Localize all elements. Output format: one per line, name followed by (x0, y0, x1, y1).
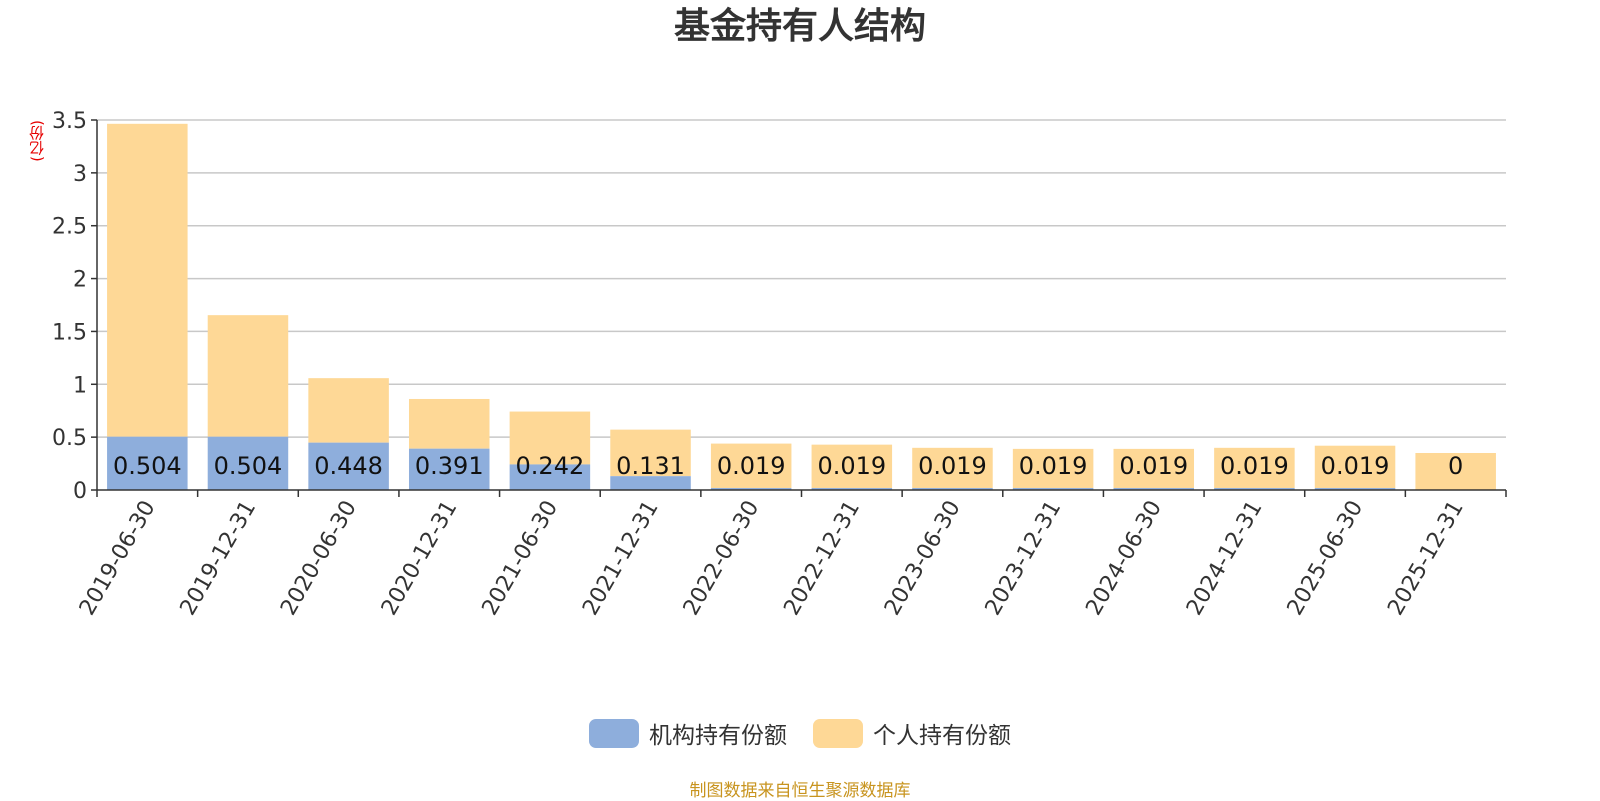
data-label-2021-06-30: 0.242 (516, 452, 585, 480)
x-tick-label-2023-12-31: 2023-12-31 (981, 497, 1067, 620)
x-tick-label-2025-12-31: 2025-12-31 (1383, 497, 1469, 620)
x-tick-label-2025-06-30: 2025-06-30 (1283, 497, 1369, 620)
data-labels: 0.504 0.504 0.448 0.391 0.242 0.131 0.019 0.019… (113, 452, 1463, 480)
chart-title: 基金持有人结构 (673, 6, 926, 47)
bar-individual-2019-12-31 (207, 315, 289, 437)
data-label-2021-12-31: 0.131 (616, 452, 685, 480)
x-tick-label-2024-06-30: 2024-06-30 (1081, 497, 1167, 620)
data-label-2020-06-30: 0.448 (314, 452, 383, 480)
data-label-2023-06-30: 0.019 (918, 452, 987, 480)
data-label-2024-12-31: 0.019 (1220, 452, 1289, 480)
x-tick-label-2022-12-31: 2022-12-31 (779, 497, 865, 620)
bar-individual-2024-06-30 (1113, 448, 1195, 488)
legend-label-individual: 个人持有份额 (873, 723, 1011, 749)
y-tick-label: 2.5 (52, 215, 87, 240)
data-label-2024-06-30: 0.019 (1119, 452, 1188, 480)
bar-institution-2024-06-30 (1113, 487, 1195, 490)
x-tick-label-2022-06-30: 2022-06-30 (679, 497, 765, 620)
bar-individual-2023-12-31 (1012, 448, 1094, 488)
bar-individual-2020-06-30 (308, 378, 389, 443)
bar-individual-2024-12-31 (1214, 447, 1295, 488)
x-tick-label-2020-06-30: 2020-06-30 (276, 497, 362, 620)
y-tick-label: 0 (73, 479, 87, 504)
x-tick-label-2023-06-30: 2023-06-30 (880, 497, 966, 620)
y-tick-label: 2 (73, 268, 87, 293)
bar-institution-2021-12-31 (610, 476, 691, 490)
bar-individual-2025-06-30 (1314, 445, 1396, 488)
data-label-2025-06-30: 0.019 (1321, 452, 1390, 480)
bar-individual-2019-06-30 (107, 123, 188, 437)
bar-institution-2025-06-30 (1314, 487, 1396, 490)
bar-individual-2023-06-30 (912, 447, 993, 488)
y-tick-label: 3.5 (52, 109, 87, 134)
bar-individual-2022-12-31 (811, 444, 893, 488)
bars (107, 123, 1496, 490)
y-tick-label: 1 (73, 373, 87, 398)
data-source-note: 制图数据来自恒生聚源数据库 (689, 781, 911, 801)
y-tick-label: 0.5 (52, 426, 87, 451)
bar-institution-2019-12-31 (207, 436, 289, 490)
x-tick-label-2020-12-31: 2020-12-31 (377, 497, 463, 620)
bar-institution-2021-06-30 (509, 464, 591, 490)
legend: 机构持有份额 个人持有份额 (0, 716, 1600, 750)
legend-swatch-individual (813, 718, 863, 748)
bar-institution-2023-06-30 (912, 487, 993, 490)
y-tick-label: 1.5 (52, 320, 87, 345)
legend-item-institution[interactable]: 机构持有份额 (589, 716, 787, 750)
x-tick-label-2024-12-31: 2024-12-31 (1182, 497, 1268, 620)
data-label-2019-06-30: 0.504 (113, 452, 182, 480)
x-tick-label-2021-12-31: 2021-12-31 (578, 497, 664, 620)
x-tick-label-2019-12-31: 2019-12-31 (176, 497, 262, 620)
data-label-2020-12-31: 0.391 (415, 452, 484, 480)
data-label-2019-12-31: 0.504 (214, 452, 283, 480)
data-label-2022-06-30: 0.019 (717, 452, 786, 480)
bar-institution-2023-12-31 (1012, 487, 1094, 490)
data-label-2023-12-31: 0.019 (1019, 452, 1088, 480)
y-tick-label: 3 (73, 162, 87, 187)
data-label-2022-12-31: 0.019 (817, 452, 886, 480)
bar-individual-2021-12-31 (610, 429, 691, 477)
x-tick-label-2019-06-30: 2019-06-30 (75, 497, 161, 620)
data-label-2025-12-31: 0 (1448, 452, 1463, 480)
bar-institution-2020-12-31 (408, 448, 490, 490)
bar-institution-2022-06-30 (710, 487, 792, 490)
bar-individual-2021-06-30 (509, 411, 591, 465)
legend-swatch-institution (589, 718, 639, 748)
bar-individual-2022-06-30 (710, 443, 792, 488)
bar-institution-2022-12-31 (811, 487, 893, 490)
bar-individual-2025-12-31 (1415, 453, 1496, 490)
bar-individual-2020-12-31 (408, 398, 490, 449)
legend-item-individual[interactable]: 个人持有份额 (813, 716, 1011, 750)
x-tick-label-2021-06-30: 2021-06-30 (478, 497, 564, 620)
bar-institution-2020-06-30 (308, 442, 389, 490)
legend-label-institution: 机构持有份额 (649, 723, 787, 749)
bar-institution-2024-12-31 (1214, 487, 1295, 490)
bar-institution-2019-06-30 (107, 436, 188, 490)
